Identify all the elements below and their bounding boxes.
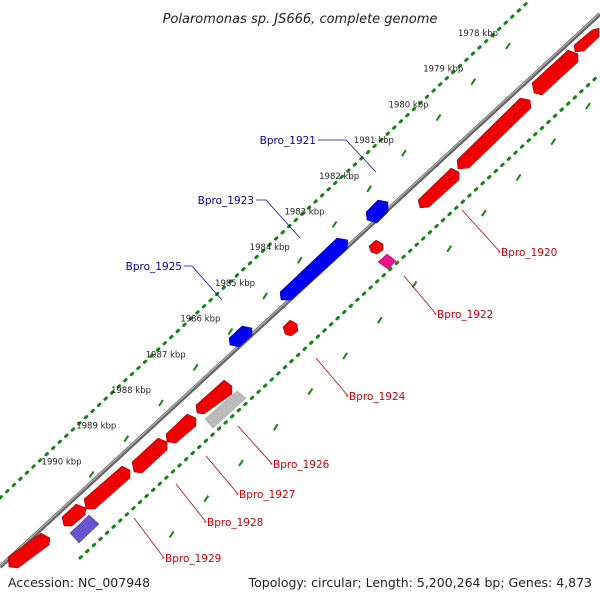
gene-bpro-1924[interactable] — [282, 319, 299, 337]
label-bpro-1923[interactable]: Bpro_1923 — [198, 195, 254, 207]
kbp-label: 1978 kbp — [458, 29, 498, 39]
label-bpro-1921[interactable]: Bpro_1921 — [260, 135, 316, 147]
outer-major-tick — [505, 42, 511, 50]
gene-bpro-1922-red[interactable] — [368, 239, 384, 255]
kbp-label: 1988 kbp — [111, 386, 151, 396]
label-bpro-1929[interactable]: Bpro_1929 — [165, 553, 221, 565]
leader-lines — [133, 139, 501, 559]
leader-bpro-1921 — [318, 139, 377, 173]
gene-bpro-1929-b[interactable] — [61, 503, 87, 527]
gene-bpro-1925[interactable] — [228, 325, 253, 348]
gene-bpro-1920-b[interactable] — [531, 49, 579, 96]
outer-major-tick — [296, 256, 303, 264]
outer-major-tick — [262, 292, 268, 300]
forward-genes — [228, 199, 389, 348]
map-title: Polaromonas sp. JS666, complete genome — [163, 12, 438, 27]
inner-major-tick — [168, 530, 175, 538]
leader-bpro-1928 — [175, 483, 207, 523]
inner-major-tick — [307, 388, 314, 396]
kbp-label: 1985 kbp — [215, 279, 255, 289]
gene-bpro-1929-purple[interactable] — [69, 514, 100, 544]
inner-major-tick — [342, 352, 348, 360]
gene-bpro-1928[interactable] — [131, 437, 168, 474]
kbp-label: 1979 kbp — [423, 65, 463, 75]
outer-major-tick — [401, 149, 407, 157]
inner-major-tick — [515, 173, 522, 181]
leader-bpro-1929 — [133, 517, 165, 559]
outer-major-tick — [435, 113, 442, 121]
label-bpro-1927[interactable]: Bpro_1927 — [239, 489, 295, 501]
kbp-label: 1986 kbp — [180, 315, 220, 325]
leader-bpro-1925 — [184, 265, 223, 301]
outer-major-tick — [470, 78, 477, 86]
gene-bpro-1926-red[interactable] — [195, 379, 233, 415]
kbp-label: 1989 kbp — [76, 422, 116, 432]
outer-major-tick — [88, 470, 95, 478]
inner-major-tick — [585, 102, 591, 110]
gene-bpro-1929-a[interactable] — [83, 465, 131, 510]
label-bpro-1926[interactable]: Bpro_1926 — [273, 459, 330, 471]
label-bpro-1920[interactable]: Bpro_1920 — [501, 247, 557, 259]
leader-bpro-1927 — [205, 455, 239, 495]
gene-bpro-1927[interactable] — [165, 413, 197, 444]
inner-major-tick — [446, 245, 453, 253]
kbp-labels: 1978 kbp 1979 kbp 1980 kbp 1981 kbp 1982 kbp… — [42, 29, 498, 467]
inner-major-tick — [238, 459, 244, 467]
kbp-label: 1980 kbp — [389, 100, 429, 110]
gene-labels: Bpro_1921 Bpro_1923 Bpro_1925 Bpro_1920 … — [126, 135, 558, 565]
genome-summary-text: Topology: circular; Length: 5,200,264 bp… — [248, 575, 592, 590]
kbp-label: 1990 kbp — [42, 457, 82, 467]
inner-major-tick — [550, 138, 557, 146]
leader-bpro-1924 — [315, 357, 349, 397]
inner-major-tick — [376, 316, 383, 324]
inner-major-tick — [272, 423, 279, 431]
gene-bpro-1922-pink[interactable] — [377, 253, 397, 270]
leader-bpro-1923 — [256, 199, 301, 239]
label-bpro-1922[interactable]: Bpro_1922 — [437, 309, 493, 321]
label-bpro-1924[interactable]: Bpro_1924 — [349, 391, 406, 403]
gene-bpro-1923[interactable] — [279, 237, 349, 301]
outer-major-tick — [123, 435, 130, 443]
inner-tick-track — [78, 72, 600, 560]
leader-bpro-1926 — [237, 425, 273, 465]
outer-major-tick — [227, 328, 234, 336]
gene-bpro-1920-c[interactable] — [456, 97, 532, 170]
gene-bpro-1920-d[interactable] — [417, 167, 460, 209]
gene-bpro-1920-a[interactable] — [573, 27, 600, 53]
gene-bpro-1921[interactable] — [365, 199, 389, 224]
outer-major-tick — [192, 363, 199, 371]
accession-text: Accession: NC_007948 — [8, 575, 150, 590]
kbp-label: 1982 kbp — [319, 172, 359, 182]
outer-major-tick — [366, 185, 373, 193]
outer-tick-track — [0, 0, 532, 500]
gene-bpro-1930-partial[interactable] — [7, 532, 51, 569]
outer-major-tick — [331, 220, 338, 229]
outer-major-tick — [158, 399, 164, 407]
kbp-label: 1981 kbp — [354, 136, 394, 146]
kbp-label: 1983 kbp — [284, 208, 324, 218]
gene-bpro-1926-gray[interactable] — [204, 390, 247, 429]
inner-major-tick — [203, 495, 210, 503]
kbp-label: 1984 kbp — [250, 243, 290, 253]
kbp-label: 1987 kbp — [146, 350, 186, 360]
leader-bpro-1922 — [403, 275, 437, 315]
label-bpro-1928[interactable]: Bpro_1928 — [207, 517, 263, 529]
leader-bpro-1920 — [461, 209, 501, 253]
inner-major-tick — [481, 209, 487, 217]
label-bpro-1925[interactable]: Bpro_1925 — [126, 261, 182, 273]
reverse-genes — [7, 27, 600, 569]
